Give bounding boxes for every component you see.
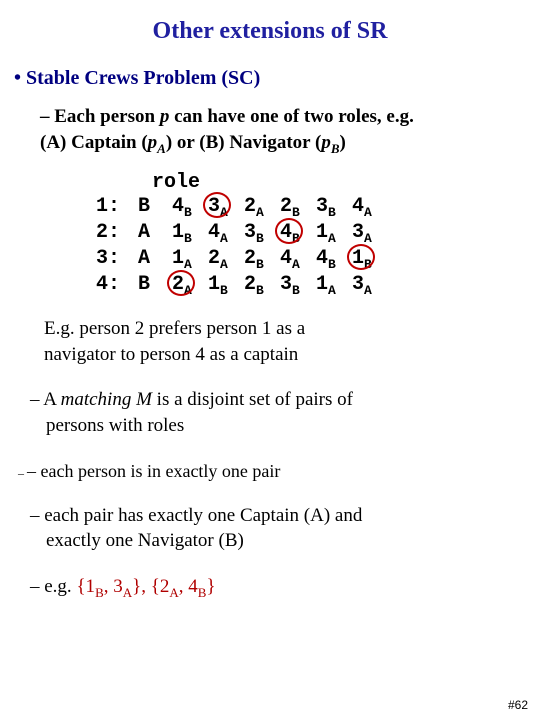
pref-cell: 1B [208, 272, 244, 304]
pair-rule-2: – each pair has exactly one Captain (A) … [30, 503, 540, 554]
table-row: 2:A1B4A3B4B1A3A [96, 220, 540, 246]
row-role: B [138, 194, 172, 220]
txt: – e.g. [30, 576, 76, 597]
row-role: B [138, 272, 172, 298]
roles-desc: – Each person p can have one of two role… [40, 104, 540, 157]
bullet-sc: • Stable Crews Problem (SC) [14, 67, 540, 90]
sub-B: B [331, 140, 340, 155]
example-text: E.g. person 2 prefers person 1 as a navi… [44, 316, 540, 367]
role-header: role [152, 171, 540, 194]
row-label: 1: [96, 194, 138, 220]
sub-A: A [157, 140, 166, 155]
txt: – each person is in exactly one pair [27, 461, 280, 481]
var-p: p [160, 106, 170, 127]
pref-cell: 1A [316, 272, 352, 304]
row-label: 4: [96, 272, 138, 298]
matching-def: – A matching M is a disjoint set of pair… [30, 387, 540, 438]
preference-table: role 1:B4B3A2A2B3B4A2:A1B4A3B4B1A3A3:A1A… [96, 171, 540, 298]
row-label: 2: [96, 220, 138, 246]
var-pA: p [148, 132, 158, 153]
txt: can have one of two roles, e.g. [169, 106, 414, 127]
pair-rule-1: – – each person is in exactly one pair [18, 459, 540, 483]
pref-cell: 2A [172, 272, 208, 304]
slide-number: #62 [508, 698, 528, 712]
txt: ) or (B) Navigator ( [166, 132, 322, 153]
txt: – each pair has exactly one Captain (A) … [30, 505, 362, 526]
pref-cell: 2B [244, 272, 280, 304]
txt: – Each person [40, 106, 160, 127]
txt: ) [340, 132, 346, 153]
txt: is a disjoint set of pairs of [152, 389, 353, 410]
pref-cell: 3A [352, 272, 388, 304]
table-row: 4:B2A1B2B3B1A3A [96, 272, 540, 298]
var-pB: p [321, 132, 331, 153]
txt: navigator to person 4 as a captain [44, 344, 298, 365]
row-role: A [138, 246, 172, 272]
set1: {1B, 3A}, {2A, 4B} [76, 576, 215, 597]
matching-example: – e.g. {1B, 3A}, {2A, 4B} [30, 574, 540, 601]
matching-m: matching M [61, 389, 152, 410]
row-label: 3: [96, 246, 138, 272]
slide-title: Other extensions of SR [0, 0, 540, 45]
table-row: 1:B4B3A2A2B3B4A [96, 194, 540, 220]
txt: persons with roles [46, 415, 184, 436]
txt: – A [30, 389, 61, 410]
pref-cell: 3B [280, 272, 316, 304]
txt: E.g. person 2 prefers person 1 as a [44, 318, 305, 339]
row-role: A [138, 220, 172, 246]
txt: exactly one Navigator (B) [46, 530, 244, 551]
txt: (A) Captain ( [40, 132, 148, 153]
table-row: 3:A1A2A2B4A4B1B [96, 246, 540, 272]
